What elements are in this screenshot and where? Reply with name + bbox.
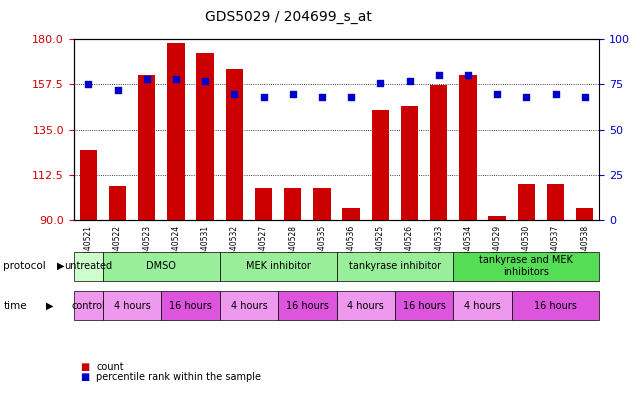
- Point: [112, 87, 122, 93]
- Bar: [196, 53, 214, 220]
- Text: GDS5029 / 204699_s_at: GDS5029 / 204699_s_at: [205, 10, 372, 24]
- Text: time: time: [3, 301, 27, 310]
- Text: DMSO: DMSO: [146, 261, 176, 271]
- Point: [288, 90, 298, 97]
- Bar: [459, 75, 477, 220]
- Bar: [226, 70, 243, 220]
- Bar: [430, 86, 447, 220]
- Bar: [342, 208, 360, 220]
- Text: count: count: [96, 362, 124, 373]
- Bar: [109, 186, 126, 220]
- Point: [142, 76, 152, 82]
- Bar: [372, 110, 389, 220]
- Text: 16 hours: 16 hours: [534, 301, 577, 310]
- Point: [551, 90, 561, 97]
- Point: [83, 81, 94, 88]
- Point: [492, 90, 503, 97]
- Point: [171, 76, 181, 82]
- Text: 4 hours: 4 hours: [464, 301, 501, 310]
- Text: ▶: ▶: [46, 301, 54, 310]
- Text: tankyrase and MEK
inhibitors: tankyrase and MEK inhibitors: [479, 255, 573, 277]
- Point: [521, 94, 531, 100]
- Bar: [488, 216, 506, 220]
- Text: percentile rank within the sample: percentile rank within the sample: [96, 372, 261, 382]
- Point: [258, 94, 269, 100]
- Bar: [138, 75, 156, 220]
- Text: 4 hours: 4 hours: [113, 301, 151, 310]
- Point: [463, 72, 473, 79]
- Point: [433, 72, 444, 79]
- Text: 4 hours: 4 hours: [347, 301, 384, 310]
- Bar: [547, 184, 564, 220]
- Point: [346, 94, 356, 100]
- Point: [579, 94, 590, 100]
- Bar: [313, 188, 331, 220]
- Point: [229, 90, 240, 97]
- Text: untreated: untreated: [64, 261, 112, 271]
- Point: [375, 79, 385, 86]
- Text: tankyrase inhibitor: tankyrase inhibitor: [349, 261, 441, 271]
- Point: [200, 78, 210, 84]
- Text: 16 hours: 16 hours: [286, 301, 329, 310]
- Text: ■: ■: [80, 372, 89, 382]
- Bar: [576, 208, 594, 220]
- Text: ▶: ▶: [57, 261, 65, 271]
- Bar: [517, 184, 535, 220]
- Text: 4 hours: 4 hours: [231, 301, 267, 310]
- Bar: [284, 188, 301, 220]
- Point: [317, 94, 327, 100]
- Point: [404, 78, 415, 84]
- Text: control: control: [71, 301, 105, 310]
- Bar: [254, 188, 272, 220]
- Bar: [401, 106, 419, 220]
- Bar: [79, 150, 97, 220]
- Text: protocol: protocol: [3, 261, 46, 271]
- Bar: [167, 43, 185, 220]
- Text: 16 hours: 16 hours: [169, 301, 212, 310]
- Text: 16 hours: 16 hours: [403, 301, 445, 310]
- Text: MEK inhibitor: MEK inhibitor: [246, 261, 310, 271]
- Text: ■: ■: [80, 362, 89, 373]
